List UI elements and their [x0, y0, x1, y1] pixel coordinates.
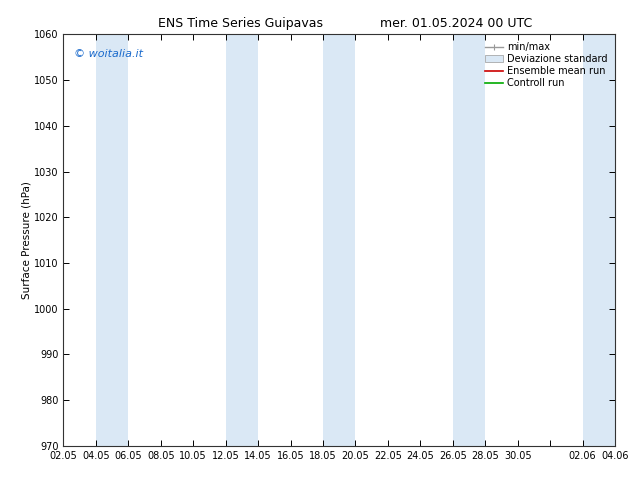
Text: © woitalia.it: © woitalia.it	[74, 49, 143, 59]
Text: ENS Time Series Guipavas: ENS Time Series Guipavas	[158, 17, 323, 30]
Legend: min/max, Deviazione standard, Ensemble mean run, Controll run: min/max, Deviazione standard, Ensemble m…	[482, 39, 610, 91]
Y-axis label: Surface Pressure (hPa): Surface Pressure (hPa)	[21, 181, 31, 299]
Bar	[323, 34, 356, 446]
Bar	[453, 34, 485, 446]
Text: mer. 01.05.2024 00 UTC: mer. 01.05.2024 00 UTC	[380, 17, 533, 30]
Bar	[226, 34, 258, 446]
Bar	[583, 34, 615, 446]
Bar	[96, 34, 128, 446]
